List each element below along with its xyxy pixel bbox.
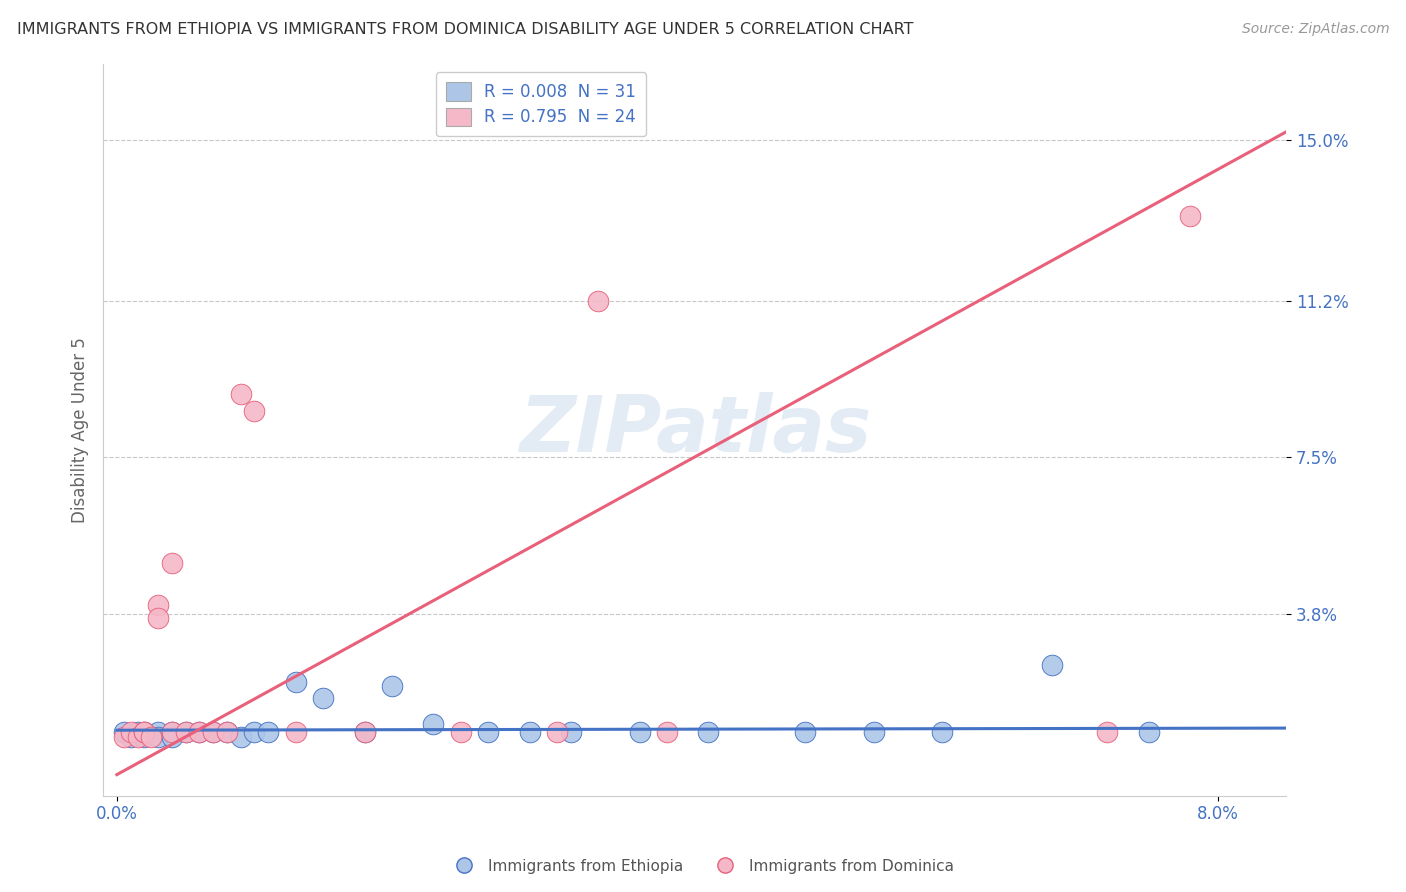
Text: ZIPatlas: ZIPatlas xyxy=(519,392,870,468)
Point xyxy=(229,730,252,744)
Point xyxy=(146,730,169,744)
Point xyxy=(215,725,238,739)
Legend: Immigrants from Ethiopia, Immigrants from Dominica: Immigrants from Ethiopia, Immigrants fro… xyxy=(446,853,960,880)
Point xyxy=(202,725,225,739)
Y-axis label: Disability Age Under 5: Disability Age Under 5 xyxy=(72,337,89,523)
Point xyxy=(188,725,211,739)
Point xyxy=(657,725,679,739)
Point xyxy=(134,725,156,739)
Point xyxy=(546,725,568,739)
Point xyxy=(450,725,472,739)
Text: Source: ZipAtlas.com: Source: ZipAtlas.com xyxy=(1241,22,1389,37)
Point xyxy=(160,730,183,744)
Point xyxy=(1042,657,1064,672)
Point xyxy=(160,725,183,739)
Point xyxy=(202,725,225,739)
Point xyxy=(1137,725,1160,739)
Point xyxy=(174,725,197,739)
Point xyxy=(127,725,149,739)
Point xyxy=(160,556,183,570)
Point xyxy=(174,725,197,739)
Point xyxy=(588,293,610,308)
Point xyxy=(112,725,135,739)
Point xyxy=(477,725,499,739)
Point xyxy=(243,404,266,418)
Point xyxy=(120,725,142,739)
Point xyxy=(519,725,541,739)
Point xyxy=(141,730,163,744)
Point xyxy=(146,725,169,739)
Point xyxy=(134,725,156,739)
Point xyxy=(257,725,280,739)
Point xyxy=(120,730,142,744)
Point xyxy=(284,725,307,739)
Text: IMMIGRANTS FROM ETHIOPIA VS IMMIGRANTS FROM DOMINICA DISABILITY AGE UNDER 5 CORR: IMMIGRANTS FROM ETHIOPIA VS IMMIGRANTS F… xyxy=(17,22,914,37)
Point xyxy=(312,691,335,706)
Point xyxy=(146,599,169,613)
Point xyxy=(146,611,169,625)
Point xyxy=(422,716,444,731)
Point xyxy=(243,725,266,739)
Point xyxy=(353,725,375,739)
Point xyxy=(353,725,375,739)
Point xyxy=(215,725,238,739)
Point xyxy=(931,725,953,739)
Point xyxy=(134,725,156,739)
Point xyxy=(188,725,211,739)
Point xyxy=(229,387,252,401)
Legend: R = 0.008  N = 31, R = 0.795  N = 24: R = 0.008 N = 31, R = 0.795 N = 24 xyxy=(436,72,645,136)
Point xyxy=(862,725,884,739)
Point xyxy=(560,725,582,739)
Point xyxy=(793,725,815,739)
Point xyxy=(284,674,307,689)
Point xyxy=(160,725,183,739)
Point xyxy=(1097,725,1119,739)
Point xyxy=(112,730,135,744)
Point xyxy=(628,725,651,739)
Point xyxy=(134,730,156,744)
Point xyxy=(697,725,720,739)
Point xyxy=(381,679,404,693)
Point xyxy=(127,730,149,744)
Point xyxy=(1178,210,1201,224)
